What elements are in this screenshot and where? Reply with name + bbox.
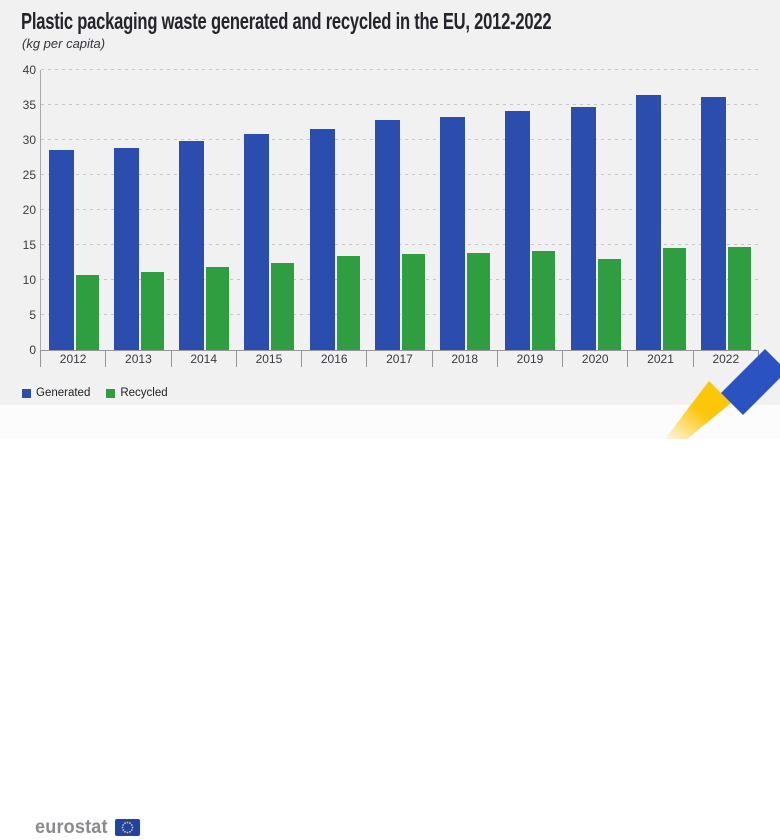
gridline-35 [41,104,759,105]
x-tick-label-2017: 2017 [366,351,431,367]
eu-flag-icon [114,818,140,836]
gridline-40 [41,69,759,70]
bar-generated-2019 [505,110,531,350]
bar-recycled-2014 [206,266,230,350]
x-tick-label-2014: 2014 [170,351,236,367]
bar-generated-2013 [113,147,139,350]
gridline-5 [41,314,759,315]
category-2015 [237,70,302,350]
bar-recycled-2020 [597,259,621,350]
bar-recycled-2018 [467,253,491,350]
bar-recycled-2022 [728,247,752,350]
y-tick-label-10: 10 [22,273,36,287]
plot-area [40,69,759,350]
bar-generated-2014 [179,140,205,350]
bars-row [41,70,759,350]
x-tick-label-2019: 2019 [496,351,562,367]
legend-label-generated: Generated [36,387,91,399]
legend-swatch-recycled [106,388,116,398]
y-tick-label-20: 20 [22,203,36,217]
x-axis-line [40,350,759,351]
x-tick-label-2021: 2021 [627,351,692,367]
gridline-20 [41,209,759,210]
eurostat-logo: eurostat [35,814,140,840]
gridline-10 [41,279,759,280]
bar-generated-2022 [701,97,727,350]
bar-generated-2015 [244,133,270,350]
x-axis-labels: 2012 2013 2014 2015 2016 2017 2018 2019 2020 2021… [40,351,759,367]
y-tick-label-0: 0 [29,343,36,357]
bar-recycled-2019 [532,251,556,350]
x-tick-label-2013: 2013 [105,351,170,367]
category-2013 [106,70,171,350]
bar-recycled-2012 [75,275,99,350]
bar-recycled-2015 [271,262,295,350]
chart-subtitle: (kg per capita) [22,36,106,51]
bar-generated-2012 [48,149,74,350]
category-2016 [302,70,367,350]
bar-recycled-2017 [401,254,425,350]
eurostat-wordmark: eurostat [35,816,108,838]
y-tick-label-15: 15 [22,238,36,252]
y-tick-label-30: 30 [22,133,36,147]
category-2020 [563,70,628,350]
category-2019 [498,70,563,350]
bar-generated-2016 [309,128,335,350]
category-2022 [694,70,759,350]
infographic-card: Plastic packaging waste generated and re… [0,0,780,405]
bar-generated-2018 [440,116,466,350]
legend: Generated Recycled [22,386,168,400]
legend-swatch-generated [22,388,31,398]
gridline-15 [41,244,759,245]
category-2021 [628,70,693,350]
category-2017 [367,70,432,350]
y-axis-labels: 0 5 10 15 20 25 30 35 40 [0,64,36,357]
x-tick-label-2012: 2012 [40,351,105,367]
bar-recycled-2016 [336,256,360,350]
x-tick-label-2015: 2015 [235,351,301,367]
y-tick-label-5: 5 [29,308,36,322]
y-tick-label-40: 40 [22,63,36,77]
bar-generated-2020 [570,107,596,350]
bar-recycled-2013 [140,272,164,350]
eurostat-ribbon-icon [665,349,780,439]
category-2018 [433,70,498,350]
category-2012 [41,70,106,350]
bar-generated-2021 [636,95,662,350]
bar-generated-2017 [374,120,400,350]
x-tick-label-2018: 2018 [431,351,497,367]
chart-title: Plastic packaging waste generated and re… [21,8,552,34]
legend-item-recycled: Recycled [106,387,168,399]
gridline-30 [41,139,759,140]
y-tick-label-25: 25 [22,168,36,182]
category-2014 [172,70,237,350]
bar-recycled-2021 [663,247,687,350]
x-tick-label-2016: 2016 [301,351,366,367]
legend-item-generated: Generated [22,387,90,399]
y-tick-label-35: 35 [22,98,36,112]
x-tick-label-2022: 2022 [692,351,758,367]
legend-label-recycled: Recycled [120,387,168,399]
x-tick-label-2020: 2020 [562,351,627,367]
gridline-25 [41,174,759,175]
